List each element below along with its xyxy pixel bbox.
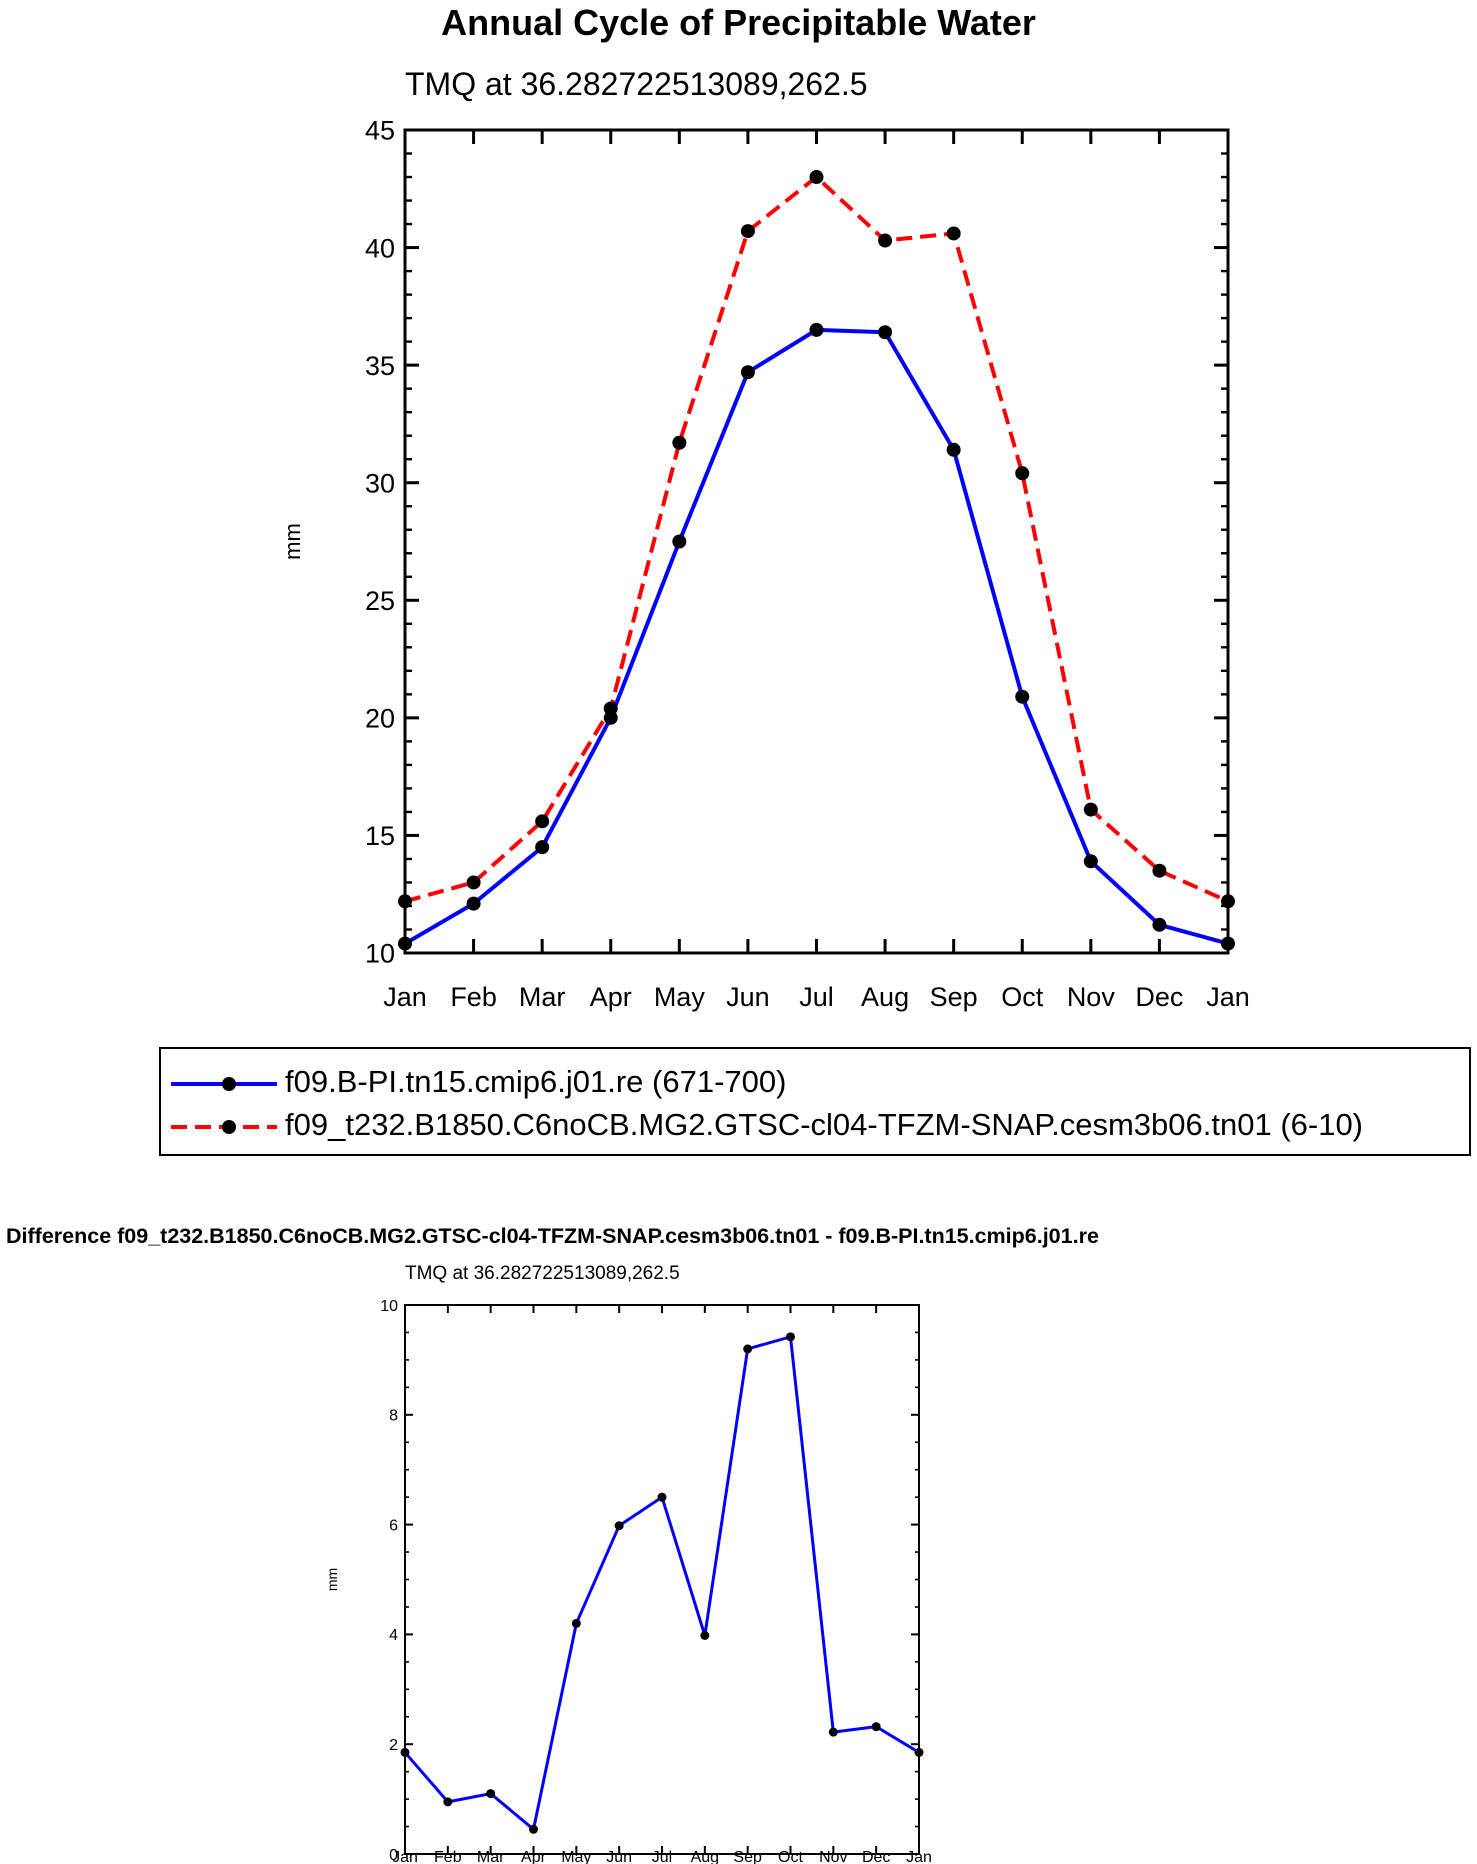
legend-swatch-series-1 (171, 1077, 277, 1091)
data-point-series-2 (1152, 863, 1167, 878)
data-point-series-2 (398, 894, 412, 909)
data-point-series-1 (828, 1727, 838, 1737)
y-tick-label: 6 (389, 1517, 398, 1534)
y-tick-label: 0 (389, 1847, 398, 1864)
data-point-series-2 (740, 224, 755, 239)
y-tick-label: 4 (389, 1627, 398, 1644)
data-point-series-1 (786, 1332, 795, 1342)
chart-subtitle: TMQ at 36.282722513089,262.5 (405, 66, 868, 102)
data-point-series-1 (1152, 917, 1167, 932)
series-line-1 (403, 1335, 920, 1831)
difference-chart-subtitle: TMQ at 36.282722513089,262.5 (405, 1263, 680, 1284)
data-point-series-2 (672, 435, 687, 450)
data-point-series-1 (535, 840, 550, 855)
legend-label-series-2: f09_t232.B1850.C6noCB.MG2.GTSC-cl04-TFZM… (285, 1107, 1364, 1142)
y-tick-label: 2 (389, 1737, 398, 1754)
x-tick-label: Oct (1001, 982, 1044, 1012)
data-point-series-1 (672, 534, 687, 549)
data-point-series-2 (809, 170, 824, 185)
data-point-series-1 (1221, 936, 1235, 951)
x-tick-label: Mar (477, 1849, 505, 1864)
data-point-series-1 (529, 1824, 538, 1834)
x-tick-label: Sep (930, 982, 978, 1012)
x-tick-label: Sep (733, 1849, 762, 1864)
x-tick-label: Feb (450, 982, 497, 1012)
y-tick-label: 30 (365, 468, 395, 498)
x-tick-label: Jan (1206, 982, 1250, 1012)
x-tick-label: Jun (726, 982, 770, 1012)
x-tick-label: May (561, 1849, 591, 1864)
x-tick-label: Jun (606, 1849, 632, 1864)
plot-frame (404, 1304, 920, 1855)
annual-cycle-chart: Jan Feb Mar Apr May Jun Jul Aug Sep Oct Nov Dec Jan 1… (280, 116, 1250, 1012)
data-point-series-1 (614, 1521, 624, 1531)
legend: f09.B-PI.tn15.cmip6.j01.re (671-700) f09… (159, 1047, 1471, 1156)
difference-chart-title: Difference f09_t232.B1850.C6noCB.MG2.GTS… (6, 1224, 1099, 1248)
x-tick-label: Jan (383, 982, 427, 1012)
data-point-series-2 (535, 814, 550, 829)
data-point-series-1 (486, 1789, 496, 1799)
y-axis-label: mm (280, 523, 305, 560)
x-tick-label: Jul (799, 982, 834, 1012)
data-point-series-1 (743, 1344, 753, 1354)
y-tick-label: 40 (365, 233, 395, 263)
legend-swatch-series-2 (171, 1120, 277, 1134)
data-point-series-2 (878, 233, 893, 248)
x-tick-label: Apr (521, 1849, 547, 1864)
x-tick-label: Apr (590, 982, 632, 1012)
x-tick-label: Nov (819, 1849, 847, 1864)
legend-label-series-1: f09.B-PI.tn15.cmip6.j01.re (671-700) (285, 1064, 787, 1099)
x-tick-label: Mar (519, 982, 566, 1012)
x-tick-label: May (654, 982, 706, 1012)
data-point-series-1 (946, 442, 961, 457)
data-point-series-1 (700, 1630, 710, 1640)
data-point-series-1 (571, 1618, 581, 1628)
data-point-series-1 (398, 936, 412, 951)
x-tick-label: Aug (691, 1849, 719, 1864)
data-point-series-2 (946, 226, 961, 241)
data-point-series-1 (1015, 689, 1030, 704)
data-point-series-1 (871, 1722, 881, 1732)
chart-title: Annual Cycle of Precipitable Water (441, 2, 1036, 43)
x-tick-label: Jul (652, 1849, 672, 1864)
data-point-series-2 (603, 701, 618, 716)
y-tick-label: 25 (365, 586, 395, 616)
data-point-series-1 (400, 1747, 410, 1757)
y-tick-label: 10 (365, 939, 395, 969)
x-tick-label: Feb (434, 1849, 462, 1864)
x-tick-label: Aug (861, 982, 909, 1012)
x-tick-label: Jan (906, 1849, 932, 1864)
data-point-series-1 (443, 1797, 453, 1807)
y-tick-label: 10 (380, 1298, 398, 1315)
x-tick-label: Nov (1067, 982, 1116, 1012)
data-point-series-1 (1083, 854, 1098, 869)
x-tick-label: Dec (862, 1849, 890, 1864)
data-point-series-2 (466, 875, 481, 890)
x-tick-label: Oct (778, 1849, 803, 1864)
data-point-series-2 (1015, 466, 1030, 481)
data-point-series-2 (1221, 894, 1235, 909)
y-tick-label: 45 (365, 116, 395, 146)
data-point-series-1 (914, 1747, 924, 1757)
data-point-series-1 (809, 322, 824, 337)
y-tick-label: 15 (365, 821, 395, 851)
data-point-series-1 (878, 325, 893, 340)
data-point-series-1 (657, 1492, 667, 1502)
data-point-series-1 (740, 365, 755, 380)
data-point-series-2 (1083, 802, 1098, 817)
y-tick-label: 8 (389, 1408, 398, 1425)
data-point-series-1 (466, 896, 481, 911)
x-tick-label: Jan (392, 1849, 418, 1864)
y-tick-label: 20 (365, 704, 395, 734)
y-axis-label: mm (324, 1568, 340, 1591)
x-tick-label: Dec (1135, 982, 1183, 1012)
y-tick-label: 35 (365, 351, 395, 381)
